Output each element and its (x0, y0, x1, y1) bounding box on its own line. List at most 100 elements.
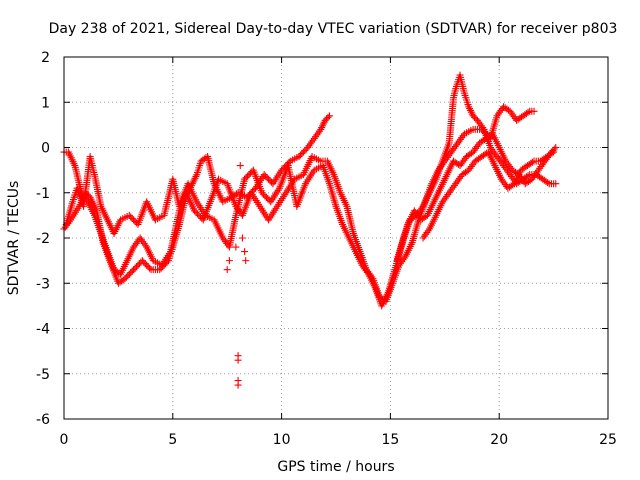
data-point (528, 158, 536, 166)
data-layer (60, 71, 560, 389)
data-point (245, 171, 253, 179)
data-point (454, 160, 462, 168)
data-point (131, 217, 139, 225)
chart-title: Day 238 of 2021, Sidereal Day-to-day VTE… (49, 21, 618, 37)
data-point (260, 171, 268, 179)
data-point (242, 174, 250, 182)
data-point (324, 113, 332, 121)
y-tick-label: 0 (41, 141, 50, 157)
y-tick-label: -3 (36, 276, 50, 292)
data-point (234, 356, 242, 364)
data-point (258, 189, 266, 197)
data-point (121, 275, 129, 283)
data-point (225, 257, 233, 265)
data-point (238, 234, 246, 242)
data-point (134, 261, 142, 269)
y-tick-label: -1 (36, 186, 50, 202)
data-point (262, 172, 270, 180)
x-tick-label: 20 (490, 432, 508, 448)
data-point (244, 172, 252, 180)
data-point (125, 270, 133, 278)
data-point (242, 257, 250, 265)
data-point (295, 153, 303, 161)
data-point (262, 193, 270, 201)
data-point (301, 147, 309, 155)
data-point (265, 175, 273, 183)
data-point (471, 113, 479, 121)
data-point (192, 208, 200, 216)
data-point (411, 213, 419, 221)
y-tick-label: -5 (36, 367, 50, 383)
tick-layer: 0 5 10 15 20 25 -6 -5 -4 -3 -2 -1 0 1 2 (36, 50, 617, 448)
data-point (133, 263, 141, 271)
y-tick-label: -2 (36, 231, 50, 247)
y-tick-label: -4 (36, 322, 50, 338)
data-point (146, 264, 154, 272)
data-point (325, 112, 333, 120)
data-point (130, 216, 138, 224)
data-point (144, 263, 152, 271)
data-point (524, 108, 532, 116)
data-point (524, 172, 532, 180)
data-point (128, 267, 136, 275)
data-point (196, 213, 204, 221)
data-point (544, 179, 552, 187)
data-point (125, 211, 133, 219)
y-tick-label: -6 (36, 412, 50, 428)
data-point (122, 273, 130, 281)
data-point (143, 261, 151, 269)
series-track-e (419, 148, 558, 242)
data-point (552, 144, 560, 151)
data-point (530, 107, 538, 115)
data-point (550, 148, 558, 156)
data-point (191, 207, 199, 215)
data-point (323, 115, 331, 123)
y-tick-label: 1 (41, 95, 50, 111)
data-point (550, 145, 558, 153)
data-point (241, 175, 249, 183)
data-point (234, 381, 242, 389)
data-point (504, 106, 512, 114)
data-point (469, 112, 477, 120)
data-point (246, 169, 254, 177)
data-point (223, 266, 231, 274)
data-point (264, 195, 272, 203)
data-point (130, 266, 138, 274)
data-point (128, 214, 136, 222)
data-point (259, 190, 267, 198)
data-point (463, 167, 471, 175)
data-point (552, 180, 560, 188)
data-point (232, 243, 240, 251)
x-tick-label: 5 (168, 432, 177, 448)
data-point (296, 151, 304, 159)
data-point (236, 162, 244, 170)
series-outliers (223, 162, 250, 389)
data-point (127, 269, 135, 277)
data-point (548, 149, 556, 157)
x-tick-label: 25 (599, 432, 617, 448)
data-point (141, 260, 149, 268)
y-tick-label: 2 (41, 50, 50, 66)
data-point (131, 264, 139, 272)
data-point (140, 258, 148, 266)
data-point (195, 211, 203, 219)
x-axis-label: GPS time / hours (277, 459, 394, 475)
data-point (298, 150, 306, 158)
x-tick-label: 15 (381, 432, 399, 448)
y-axis-label: SDTVAR / TECUs (6, 181, 22, 296)
data-point (266, 177, 274, 185)
data-point (127, 213, 135, 221)
data-point (124, 272, 132, 280)
data-point (321, 116, 329, 124)
series-track-c (62, 130, 560, 310)
x-tick-label: 10 (273, 432, 291, 448)
data-point (193, 210, 201, 218)
x-tick-label: 0 (60, 432, 69, 448)
data-point (241, 248, 249, 256)
data-point (261, 192, 269, 200)
series-track-d (393, 71, 560, 265)
data-point (467, 149, 475, 157)
data-point (157, 264, 165, 272)
data-point (263, 174, 271, 182)
